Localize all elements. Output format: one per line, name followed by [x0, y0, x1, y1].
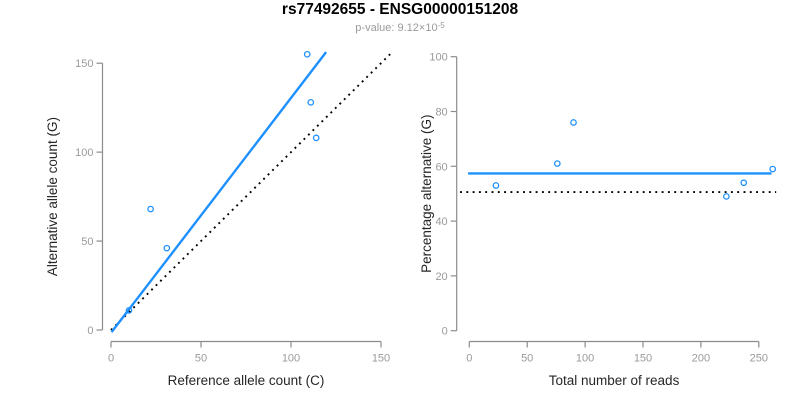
x-tick-label: 100 [282, 353, 300, 365]
y-tick-label: 40 [435, 216, 447, 228]
y-tick-label: 60 [435, 161, 447, 173]
y-tick-label: 150 [75, 58, 93, 70]
y-tick-label: 0 [442, 326, 448, 338]
x-tick-label: 50 [521, 353, 533, 365]
x-tick-label: 0 [108, 353, 114, 365]
x-axis-title: Total number of reads [549, 373, 680, 388]
data-point [570, 119, 577, 126]
left-panel: 0 50 100 150 0 50 100 150 Reference allele count… [45, 50, 392, 388]
y-tick-label: 0 [87, 325, 93, 337]
x-tick-label: 150 [372, 353, 390, 365]
p-value-exponent: -5 [437, 21, 445, 30]
data-point [740, 179, 748, 187]
y-tick-label: 50 [81, 236, 93, 248]
x-tick-label: 200 [692, 353, 710, 365]
data-point [553, 160, 561, 167]
data-point [307, 98, 315, 106]
x-tick-label: 50 [195, 353, 207, 365]
data-point [312, 134, 320, 142]
x-tick-label: 250 [750, 353, 768, 365]
y-tick-label: 100 [429, 52, 447, 64]
data-point [147, 205, 154, 213]
data-point [723, 193, 730, 200]
identity-line [110, 52, 392, 331]
right-panel: 0 20 40 60 80 100 0 50 100 150 200 250 Total number … [419, 52, 777, 388]
y-axis-title: Percentage alternative (G) [419, 115, 434, 273]
y-tick-label: 100 [75, 147, 93, 159]
data-point [769, 165, 777, 173]
data-point [163, 244, 171, 252]
p-value-text: p-value: 9.12×10 [355, 22, 438, 34]
y-tick-label: 20 [435, 271, 447, 283]
data-point [303, 50, 311, 58]
x-axis-title: Reference allele count (C) [168, 373, 325, 388]
x-tick-label: 100 [576, 353, 594, 365]
y-axis-title: Alternative allele count (G) [45, 117, 60, 276]
data-point [125, 307, 133, 314]
regression-line [110, 51, 328, 333]
x-tick-label: 0 [466, 353, 472, 365]
figure-subtitle: p-value: 9.12×10-5 [0, 20, 800, 34]
y-tick-label: 80 [435, 107, 447, 119]
x-tick-label: 150 [634, 353, 652, 365]
figure-title: rs77492655 - ENSG00000151208 [281, 1, 519, 18]
data-point [492, 182, 500, 189]
